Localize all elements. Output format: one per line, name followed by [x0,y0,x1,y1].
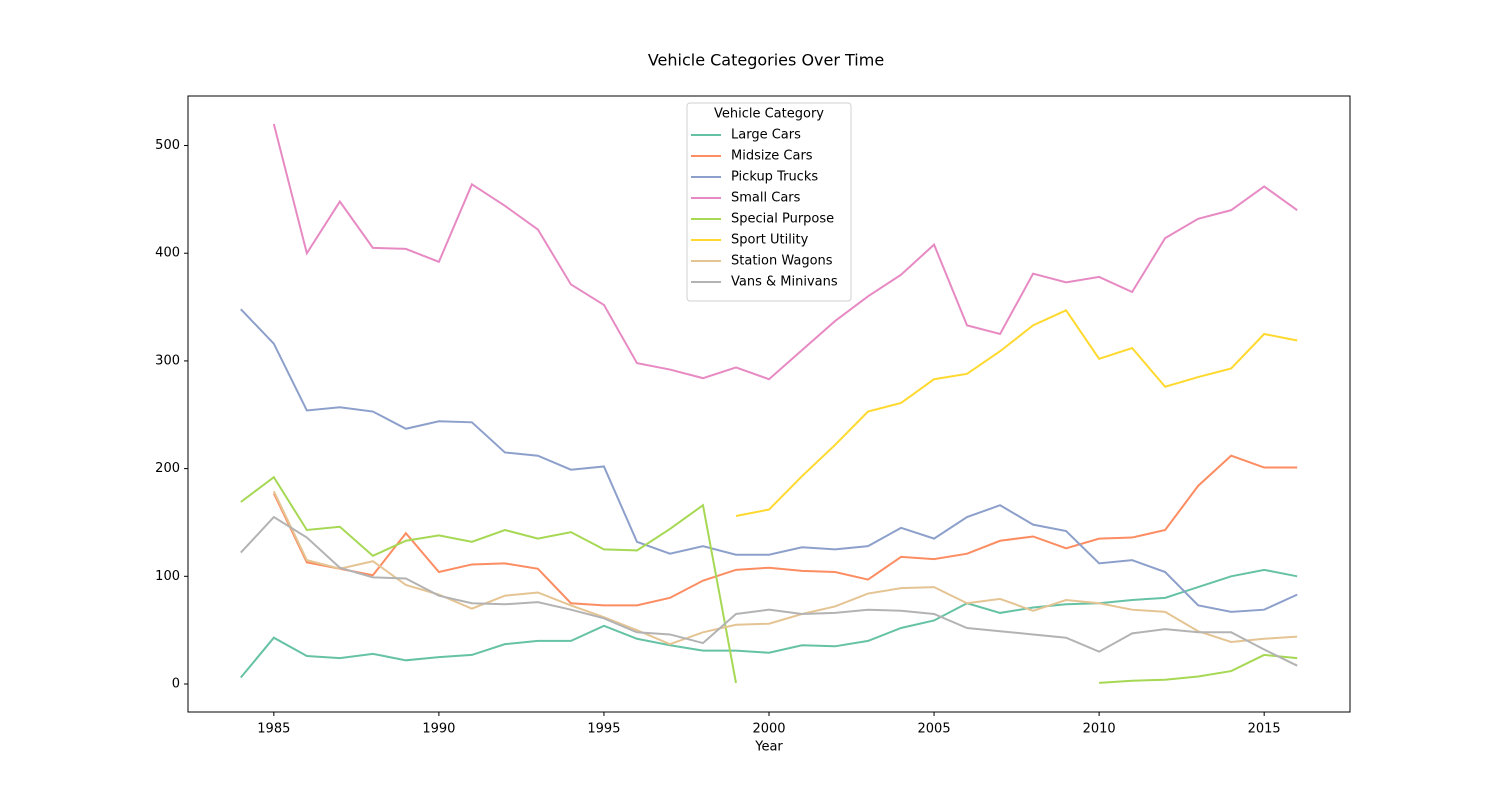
legend-label: Large Cars [731,128,801,143]
y-tick-label: 0 [172,677,180,692]
y-tick-label: 500 [155,138,180,153]
chart-title: Vehicle Categories Over Time [648,51,884,70]
y-tick-label: 300 [155,353,180,368]
legend-label: Midsize Cars [731,149,813,164]
legend-label: Special Purpose [731,212,834,227]
legend-label: Pickup Trucks [731,170,818,185]
x-tick-label: 1995 [587,722,620,737]
x-tick-label: 2000 [752,722,785,737]
series-line [1099,653,1298,684]
legend-title: Vehicle Category [714,107,824,122]
series-line [735,309,1298,517]
series-line [240,308,1298,613]
x-tick-label: 1985 [257,722,290,737]
y-tick-label: 100 [155,569,180,584]
legend-box [686,102,852,302]
series-line [240,475,737,684]
x-tick-label: 2010 [1083,722,1116,737]
series-line [240,568,1298,679]
y-tick-label: 200 [155,461,180,476]
series-line [272,490,1298,646]
x-tick-label: 2015 [1248,722,1281,737]
legend-label: Station Wagons [731,254,833,269]
x-tick-label: 2005 [918,722,951,737]
series-line [240,515,1298,667]
x-tick-label: 1990 [422,722,455,737]
y-tick-label: 400 [155,246,180,261]
legend-label: Vans & Minivans [731,275,838,290]
x-axis-label: Year [754,740,783,755]
legend-label: Small Cars [731,191,801,206]
legend-label: Sport Utility [731,233,809,248]
series-line [272,454,1298,607]
series-line [272,123,1298,381]
